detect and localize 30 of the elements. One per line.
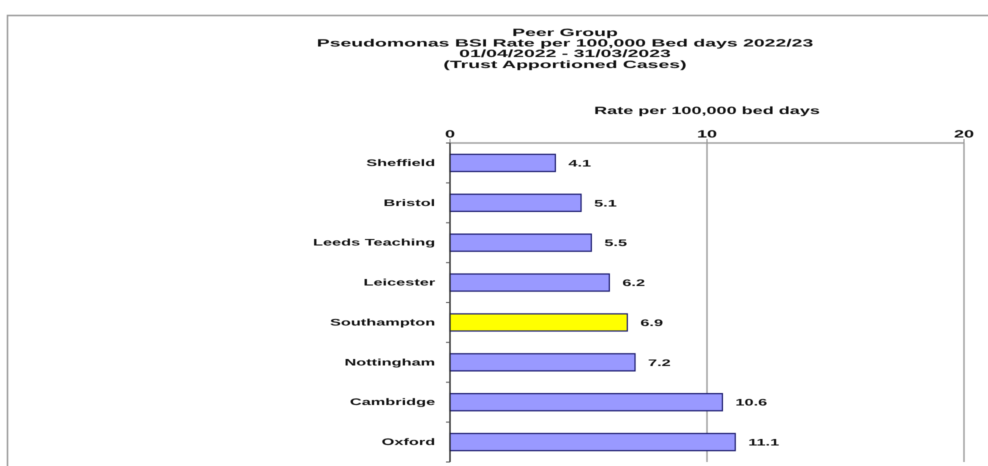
y-tick-label: Sheffield — [366, 157, 436, 168]
x-tick-label: 20 — [954, 128, 974, 140]
x-tick-label: 0 — [444, 128, 456, 140]
y-tick-label: Bristol — [383, 197, 436, 208]
y-tick-label: Cambridge — [350, 396, 436, 408]
x-tick-label: 10 — [696, 128, 718, 140]
chart-subtitle: 01/04/2022 - 31/03/2023 (Trust Apportioned Cases) — [443, 48, 687, 70]
bar — [449, 353, 636, 372]
y-tick-label: Leeds Teaching — [312, 237, 436, 248]
data-label: 10.6 — [735, 397, 768, 408]
bar — [449, 154, 556, 172]
bar — [449, 432, 736, 452]
data-label: 6.9 — [640, 317, 664, 328]
y-tick-label: Oxford — [382, 436, 436, 448]
y-tick-label: Nottingham — [344, 356, 436, 368]
bar — [449, 393, 724, 412]
bar — [449, 194, 582, 212]
y-tick-label: Leicester — [363, 277, 436, 288]
data-label: 5.1 — [594, 198, 618, 208]
data-label: 4.1 — [568, 158, 592, 169]
bar — [449, 313, 628, 332]
bar — [449, 234, 592, 252]
bar — [449, 273, 610, 292]
data-label: 11.1 — [748, 437, 780, 448]
chart-title: Peer Group Pseudomonas BSI Rate per 100,000 Bed days 2022/23 — [316, 27, 814, 50]
data-label: 5.5 — [604, 238, 628, 248]
y-tick-label: Southampton — [330, 316, 436, 328]
x-axis-title: Rate per 100,000 bed days — [594, 105, 820, 117]
data-label: 6.2 — [622, 278, 646, 288]
data-label: 7.2 — [648, 357, 671, 368]
